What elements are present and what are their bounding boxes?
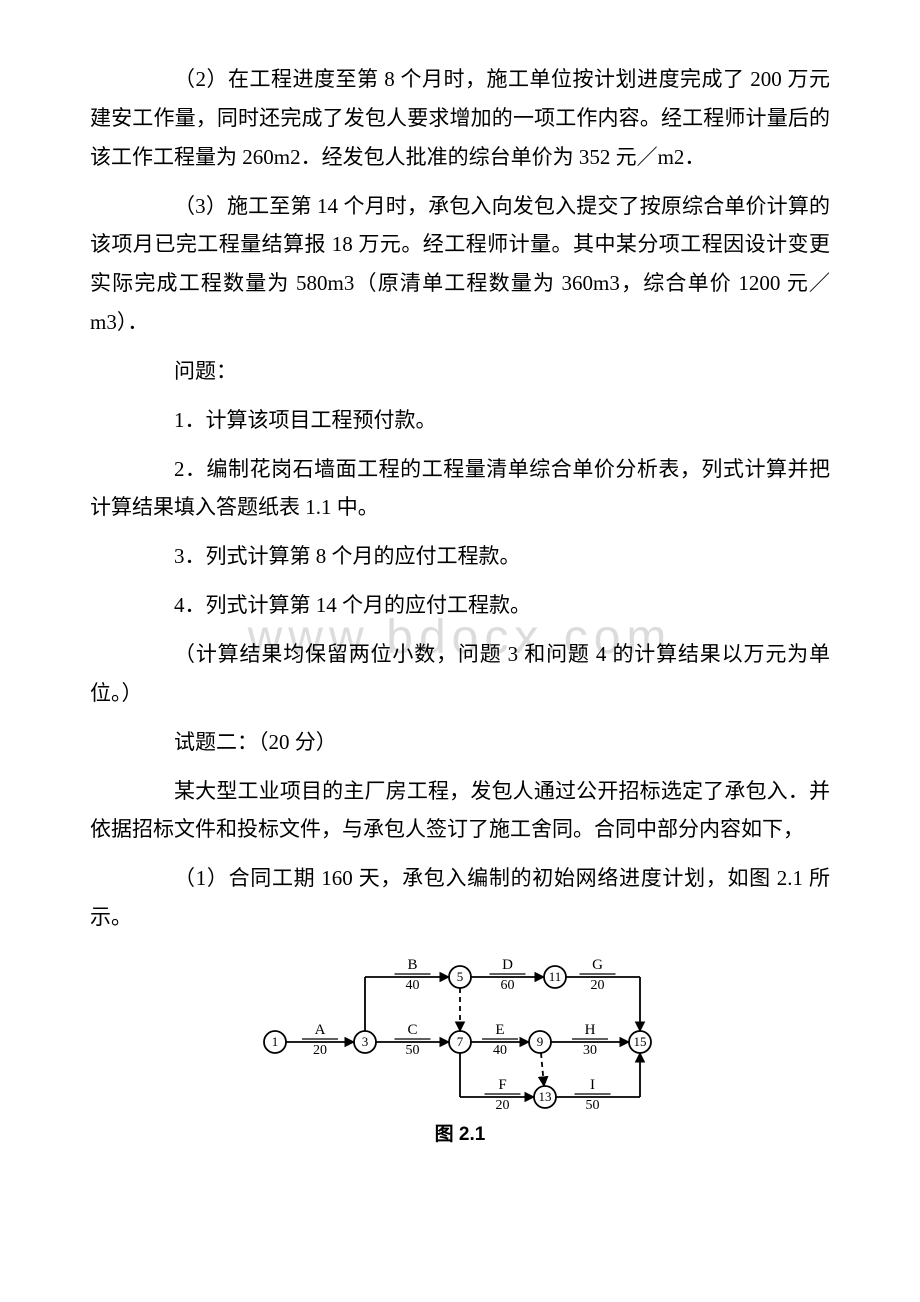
svg-text:11: 11 [549,969,562,984]
svg-text:F: F [498,1077,506,1093]
svg-text:20: 20 [496,1098,510,1113]
diagram-caption: 图 2.1 [435,1119,486,1146]
svg-text:D: D [502,957,513,973]
network-diagram: A20B40C50D60E40F20H30G20I5013571191315 [245,947,675,1117]
svg-text:15: 15 [634,1034,647,1049]
svg-text:50: 50 [586,1098,600,1113]
svg-text:20: 20 [313,1043,327,1058]
svg-text:60: 60 [501,978,515,993]
svg-text:5: 5 [457,969,464,984]
svg-text:G: G [592,957,603,973]
svg-text:C: C [407,1022,417,1038]
question-note: （计算结果均保留两位小数，问题 3 和问题 4 的计算结果以万元为单位。） [90,635,830,713]
question-1: 1．计算该项目工程预付款。 [90,401,830,440]
document-content: （2）在工程进度至第 8 个月时，施工单位按计划进度完成了 200 万元建安工作… [90,60,830,1146]
svg-text:7: 7 [457,1034,464,1049]
svg-text:9: 9 [537,1034,544,1049]
svg-text:1: 1 [272,1034,279,1049]
svg-text:30: 30 [583,1043,597,1058]
questions-heading: 问题： [90,352,830,391]
network-diagram-container: A20B40C50D60E40F20H30G20I5013571191315 图… [90,947,830,1146]
svg-text:H: H [585,1022,596,1038]
svg-text:E: E [495,1022,504,1038]
question-3: 3．列式计算第 8 个月的应付工程款。 [90,537,830,576]
paragraph-2: （2）在工程进度至第 8 个月时，施工单位按计划进度完成了 200 万元建安工作… [90,60,830,177]
question-4: 4．列式计算第 14 个月的应付工程款。 [90,586,830,625]
svg-text:50: 50 [406,1043,420,1058]
section-2-heading: 试题二：（20 分） [90,723,830,762]
svg-text:3: 3 [362,1034,369,1049]
question-2: 2．编制花岗石墙面工程的工程量清单综合单价分析表，列式计算并把计算结果填入答题纸… [90,450,830,528]
section-2-item1: （1）合同工期 160 天，承包入编制的初始网络进度计划，如图 2.1 所示。 [90,859,830,937]
svg-text:20: 20 [591,978,605,993]
section-2-intro: 某大型工业项目的主厂房工程，发包人通过公开招标选定了承包入．并依据招标文件和投标… [90,772,830,850]
svg-text:I: I [590,1077,595,1093]
paragraph-3: （3）施工至第 14 个月时，承包入向发包入提交了按原综合单价计算的该项月已完工… [90,187,830,342]
svg-text:13: 13 [539,1089,552,1104]
svg-text:40: 40 [406,978,420,993]
svg-text:A: A [315,1022,326,1038]
svg-text:B: B [407,957,417,973]
svg-text:40: 40 [493,1043,507,1058]
